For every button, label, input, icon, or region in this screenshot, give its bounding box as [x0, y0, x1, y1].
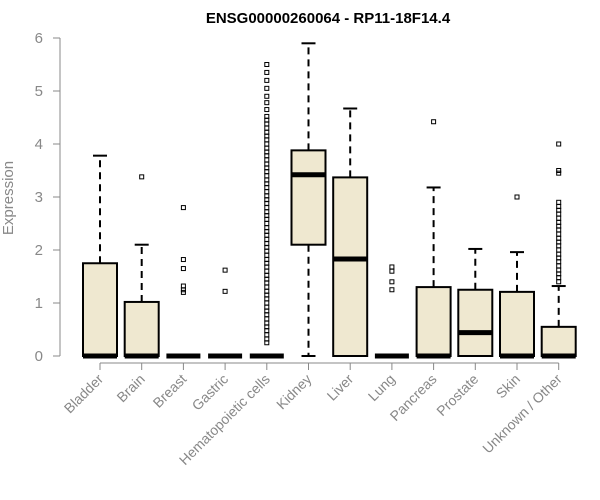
x-tick-label: Unknown / Other [479, 371, 565, 457]
outlier-point [264, 316, 270, 322]
outlier-point [264, 62, 270, 67]
outlier-point [264, 85, 270, 91]
outlier-point [264, 157, 270, 163]
outlier-point [514, 194, 520, 200]
outlier-point [264, 77, 270, 83]
box-group-bladder [82, 154, 118, 359]
outlier-point [180, 289, 186, 295]
x-tick-label: Bladder [61, 371, 107, 417]
chart-title: ENSG00000260064 - RP11-18F14.4 [206, 10, 451, 27]
outlier-point [264, 93, 270, 99]
box-group-gastric [208, 267, 243, 359]
box-body [290, 149, 327, 246]
outlier-point [556, 168, 562, 173]
outlier-point [389, 264, 395, 270]
box-body [540, 325, 577, 358]
y-tick-label: 5 [35, 83, 43, 100]
box-group-liver [332, 107, 369, 357]
outlier-point [264, 189, 270, 195]
outlier-point [556, 231, 562, 237]
box-body [457, 288, 494, 357]
outlier-point [222, 288, 228, 294]
outlier-point [389, 268, 395, 274]
x-tick-label: Liver [324, 371, 357, 404]
outlier-point [264, 141, 270, 147]
outlier-point [264, 332, 270, 338]
outlier-point [180, 257, 186, 263]
outlier-point [556, 199, 562, 205]
box-body [123, 300, 160, 358]
box-body [82, 262, 118, 357]
outlier-point [264, 113, 270, 119]
x-tick-label: Kidney [273, 371, 315, 413]
outlier-point [389, 287, 395, 293]
x-tick-label: Breast [150, 371, 190, 411]
outlier-point [264, 205, 270, 211]
outlier-point [264, 100, 270, 106]
y-tick-label: 6 [35, 30, 43, 47]
y-axis: 0 1 2 3 4 5 6 [35, 30, 61, 365]
outlier-point [556, 247, 562, 253]
outlier-point [222, 267, 228, 273]
box-body [499, 290, 535, 357]
outlier-point [556, 263, 562, 269]
outlier-point [264, 125, 270, 131]
box-body [415, 286, 452, 358]
y-tick-label: 0 [35, 348, 43, 365]
outlier-point [180, 205, 186, 211]
outlier-point [556, 279, 562, 285]
box-group-brain [123, 174, 160, 359]
outlier-point [180, 283, 186, 289]
outlier-point [431, 119, 437, 125]
y-tick-label: 4 [35, 136, 43, 153]
box-group-hematopoietic-cells [249, 62, 284, 359]
box-group-breast [166, 205, 201, 359]
outlier-point [180, 266, 186, 272]
outlier-point [264, 268, 270, 274]
outlier-point [556, 215, 562, 221]
outlier-point [264, 236, 270, 242]
outlier-point [139, 174, 145, 180]
outlier-point [264, 221, 270, 226]
y-tick-label: 1 [35, 295, 43, 312]
outlier-point [264, 300, 270, 306]
outlier-point [264, 284, 270, 290]
y-tick-label: 3 [35, 189, 43, 206]
outlier-point [389, 279, 395, 285]
box-group-prostate [457, 247, 494, 357]
y-axis-label: Expression [0, 161, 17, 235]
outlier-point [264, 69, 270, 75]
outlier-point [556, 141, 562, 147]
box-group-pancreas [415, 119, 452, 359]
x-tick-label: Lung [365, 371, 398, 404]
x-tick-label: Prostate [433, 371, 481, 419]
outlier-point [264, 173, 270, 179]
box-group-skin [499, 194, 535, 359]
box-group-kidney [290, 42, 327, 357]
box-group-lung [374, 264, 409, 359]
outlier-point [556, 170, 562, 176]
x-tick-label: Skin [493, 371, 524, 402]
box-body [332, 176, 369, 357]
y-tick-label: 2 [35, 242, 43, 259]
outlier-point [264, 107, 270, 113]
boxes [82, 42, 577, 359]
outlier-point [264, 252, 270, 258]
box-group-unknown-other [540, 141, 577, 359]
x-tick-label: Brain [113, 371, 147, 405]
